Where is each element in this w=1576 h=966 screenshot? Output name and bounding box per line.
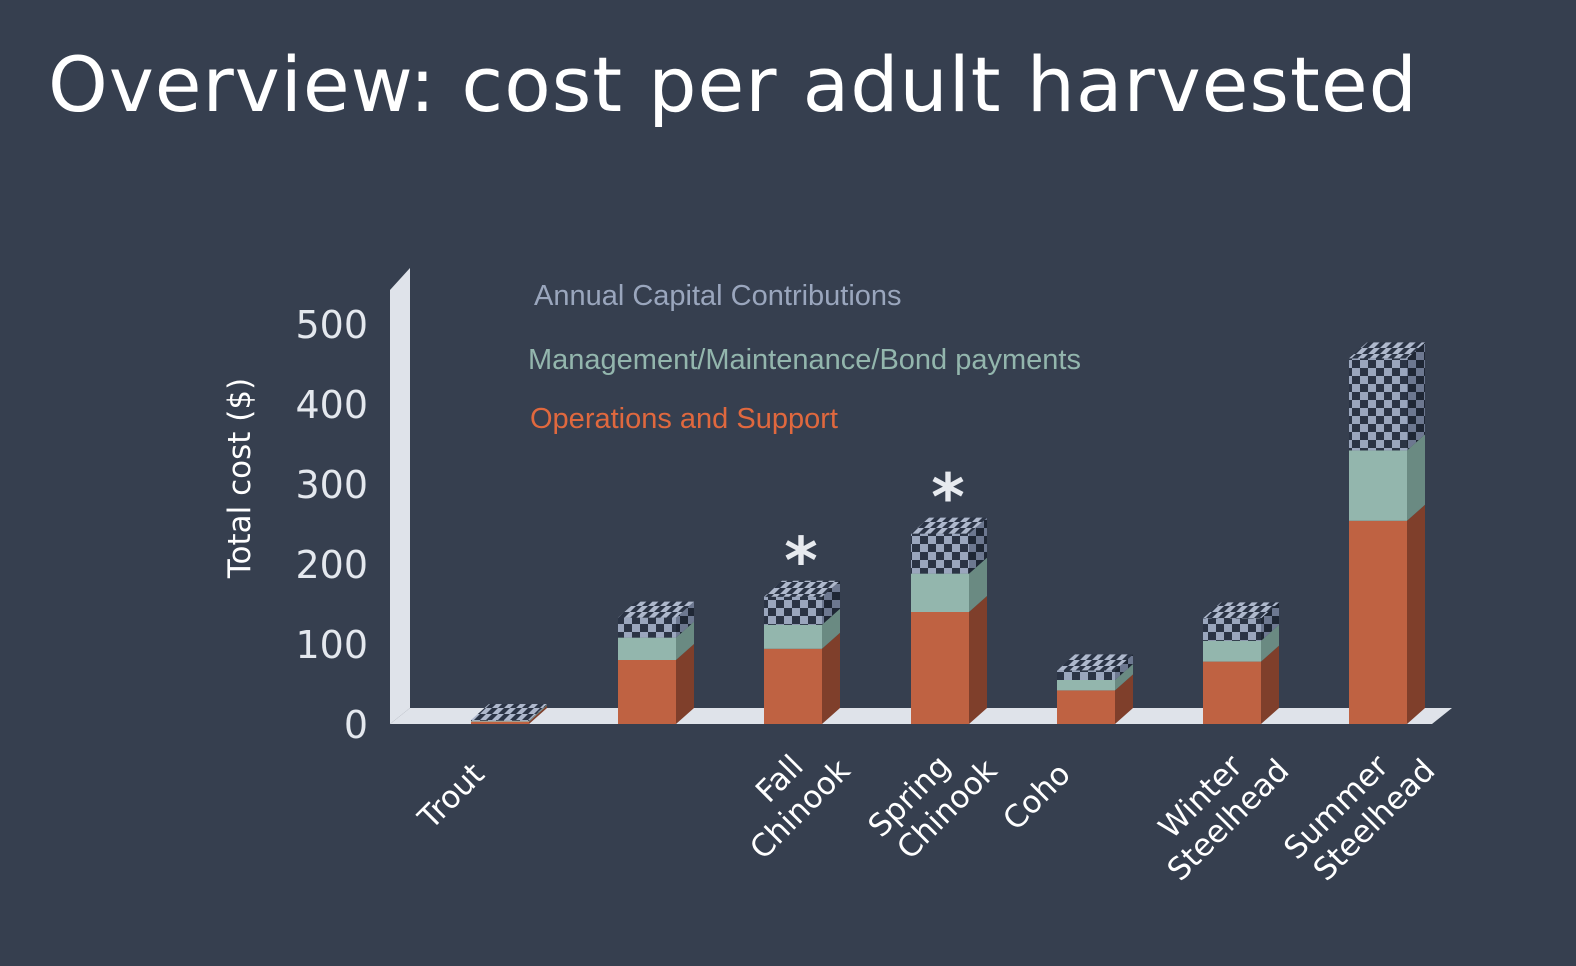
bar-segment-capital [911,533,969,574]
bar-segment-operations [1203,661,1261,724]
bar-segment-operations-side [1407,504,1425,724]
annotation-asterisk: * [784,525,817,599]
bar-segment-management-side [529,704,547,722]
x-tick-label: SpringChinook [861,727,1004,870]
bar-segment-operations-side [969,596,987,724]
bar-top-face [911,517,987,534]
bar-segment-management-side [822,608,840,649]
slide-title: Overview: cost per adult harvested [48,40,1418,129]
bar-segment-capital [618,617,676,638]
y-axis-wall [390,268,410,724]
bar-segment-capital [1349,358,1407,451]
annotation-asterisk: * [931,462,964,536]
bar-top-face [764,580,840,597]
bar-segment-management [618,637,676,660]
bar-segment-management [471,720,529,722]
x-tick-label: SummerSteelhead [1277,727,1442,892]
x-tick-label-line: Trout [411,756,492,837]
bar-segment-capital [1203,618,1261,641]
bar-segment-operations [618,660,676,724]
bar-segment-capital-side [529,704,547,721]
y-tick-label: 300 [295,463,368,507]
bar-top-face [1057,654,1133,671]
bar-segment-capital-side [1261,602,1279,641]
legend-item-capital: Annual Capital Contributions [534,280,902,312]
bar-segment-capital-side [969,517,987,574]
bar-segment-operations-side [1115,674,1133,724]
y-axis-label: Total cost ($) [222,378,258,579]
bar-segment-capital [764,596,822,625]
legend: Annual Capital Contributions Management/… [528,280,1081,435]
x-tick-label-line: Coho [996,756,1077,837]
bar-segment-operations [471,721,529,724]
bar-segment-operations-side [822,632,840,724]
bar-segment-capital-side [822,580,840,625]
bar-segment-management-side [676,621,694,660]
x-tick-label: Coho [996,756,1077,837]
bar-top-face [618,601,694,618]
bar-segment-management [1349,450,1407,521]
bar-segment-capital-side [1115,654,1133,680]
bar-segment-operations-side [529,705,547,724]
y-tick-label: 500 [295,303,368,347]
bar-segment-management-side [969,557,987,612]
bar-segment-management-side [1407,434,1425,521]
bar-segment-capital-side [676,601,694,638]
bar-segment-capital-side [1407,342,1425,451]
y-tick-label: 400 [295,383,368,427]
bar-segment-operations [911,612,969,724]
y-tick-label: 100 [295,623,368,667]
bar-segment-capital [471,720,529,721]
x-tick-label: WinterSteelhead [1135,727,1296,888]
bar-segment-operations [1057,690,1115,724]
bar-segment-operations [1349,520,1407,724]
y-tick-label: 200 [295,543,368,587]
bar-top-face [471,704,547,720]
bar-segment-operations-side [1261,645,1279,724]
bar-segment-management-side [1261,624,1279,662]
bar-segment-capital [1057,670,1115,680]
bar-segment-management [1203,640,1261,662]
legend-item-management: Management/Maintenance/Bond payments [528,344,1081,376]
bar-segment-management [911,573,969,612]
x-tick-label: Trout [411,756,492,837]
bar-segment-management [1057,680,1115,691]
legend-item-operations: Operations and Support [530,403,838,435]
bar-segment-management-side [1115,664,1133,691]
y-tick-label: 0 [344,703,368,747]
bar-segment-operations [764,648,822,724]
bar-segment-management [764,624,822,649]
bar-segment-operations-side [676,644,694,724]
bar-top-face [1203,602,1279,619]
x-tick-label: FallChinook [718,727,858,867]
bar-top-face [1349,342,1425,359]
